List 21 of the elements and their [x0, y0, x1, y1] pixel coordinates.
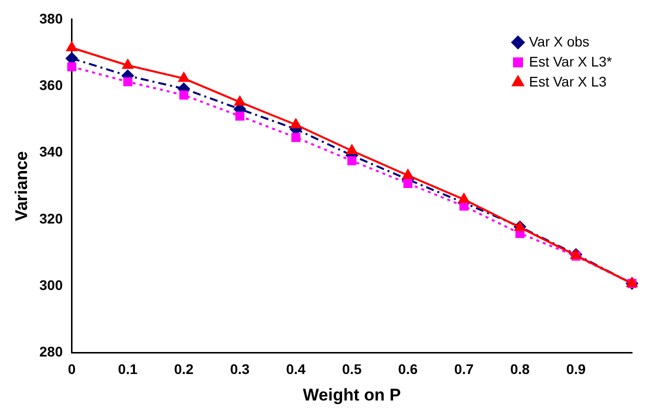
- x-tick-label: 0.4: [286, 361, 306, 378]
- y-tick-label: 340: [39, 144, 63, 160]
- x-tick-label: 0.2: [174, 361, 194, 378]
- y-tick-label: 320: [39, 210, 63, 226]
- x-tick-label: 0.3: [230, 361, 250, 378]
- x-tick-label: 0.6: [398, 361, 418, 378]
- x-tick-label: 0: [68, 361, 76, 378]
- y-axis-title: Variance: [12, 151, 31, 222]
- x-tick-label: 0.8: [510, 361, 530, 378]
- y-tick-label: 360: [39, 76, 63, 93]
- legend-label: Est Var X L3: [529, 73, 607, 90]
- x-axis-title: Weight on P: [302, 385, 401, 404]
- x-tick-label: 0.7: [454, 361, 474, 378]
- legend-label: Var X obs: [529, 33, 590, 50]
- x-tick-label: 0.5: [342, 361, 362, 378]
- x-tick-label: 0.1: [118, 361, 138, 378]
- legend-label: Est Var X L3*: [529, 53, 613, 70]
- y-tick-label: 300: [39, 276, 63, 293]
- y-tick-label: 280: [39, 344, 63, 360]
- x-tick-label: 0.9: [566, 361, 586, 378]
- y-tick-label: 380: [39, 10, 63, 26]
